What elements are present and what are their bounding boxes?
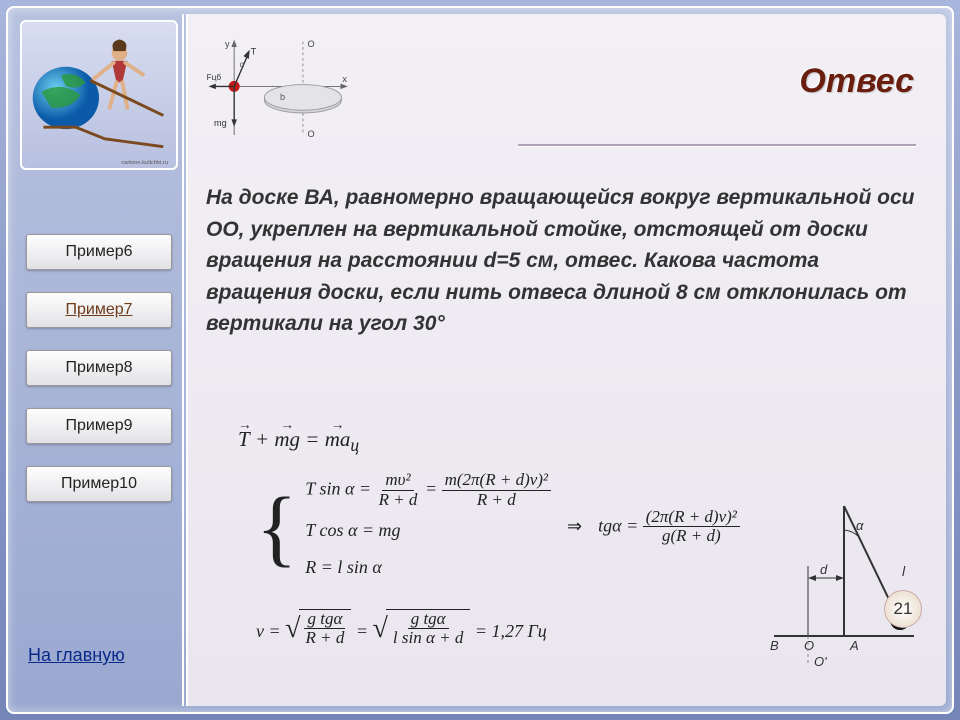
svg-text:O: O	[308, 129, 315, 139]
svg-text:T: T	[251, 46, 257, 56]
svg-text:O': O'	[814, 654, 827, 669]
sys-row-1: T sin α = mυ²R + d = m(2π(R + d)ν)²R + d	[305, 471, 551, 509]
svg-text:α: α	[856, 518, 864, 533]
formula-block: T + mg = maц { T sin α = mυ²R + d = m(2π…	[238, 422, 746, 652]
svg-text:b: b	[280, 92, 285, 102]
home-link[interactable]: На главную	[28, 645, 125, 666]
content-area: Отвес y x O O b T α Fцб mg	[186, 14, 946, 706]
nav-item-9[interactable]: Пример9	[26, 408, 172, 444]
right-diagram: α l d B O A O'	[764, 496, 924, 676]
globe-figure-icon: cartoon.kulichki.ru	[22, 20, 176, 170]
svg-text:A: A	[849, 638, 859, 653]
equation-vector: T + mg = maц	[238, 422, 746, 461]
svg-text:O: O	[308, 39, 315, 49]
final-eq: ν = g tgαR + d = g tgαl sin α + d = 1,27…	[256, 605, 746, 653]
sys-row-3: R = l sin α	[305, 552, 551, 583]
problem-text: На доске ВА, равномерно вращающейся вокр…	[206, 182, 920, 340]
svg-text:Fцб: Fцб	[207, 73, 222, 82]
page-title: Отвес	[799, 62, 914, 101]
page-number-badge: 21	[884, 590, 922, 628]
equation-system: { T sin α = mυ²R + d = m(2π(R + d)ν)²R +…	[256, 471, 746, 583]
result-eq: tgα = (2π(R + d)ν)²g(R + d)	[598, 508, 740, 546]
logo-box: cartoon.kulichki.ru	[20, 20, 178, 170]
svg-text:d: d	[820, 562, 828, 577]
top-diagram: y x O O b T α Fцб mg	[206, 36, 354, 146]
title-divider	[518, 144, 916, 146]
logo-caption: cartoon.kulichki.ru	[121, 160, 168, 166]
svg-text:l: l	[902, 563, 906, 579]
sys-row-2: T cos α = mg	[305, 515, 551, 546]
svg-text:O: O	[804, 638, 814, 653]
svg-text:B: B	[770, 638, 779, 653]
svg-text:y: y	[225, 39, 230, 49]
nav-item-10[interactable]: Пример10	[26, 466, 172, 502]
svg-text:α: α	[240, 60, 245, 69]
nav-list: Пример6 Пример7 Пример8 Пример9 Пример10	[26, 234, 172, 502]
nav-item-8[interactable]: Пример8	[26, 350, 172, 386]
sidebar: cartoon.kulichki.ru Пример6 Пример7 Прим…	[14, 14, 184, 706]
nav-item-6[interactable]: Пример6	[26, 234, 172, 270]
nav-item-7[interactable]: Пример7	[26, 292, 172, 328]
svg-text:x: x	[342, 74, 347, 84]
svg-text:mg: mg	[214, 118, 227, 128]
